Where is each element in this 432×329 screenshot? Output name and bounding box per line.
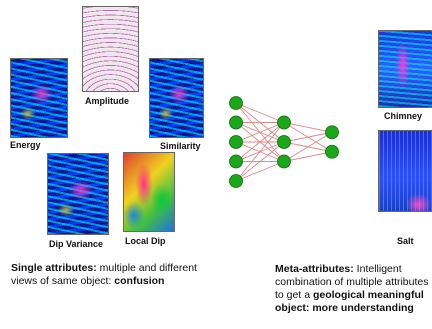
single-attributes-caption: Single attributes: multiple and differen…	[11, 262, 201, 288]
network-node-l0-1	[229, 115, 243, 130]
meta-attributes-lead: Meta-attributes:	[275, 263, 354, 275]
chimney-label: Chimney	[384, 111, 423, 121]
amplitude-label: Amplitude	[85, 96, 129, 106]
network-edge-l0-4-1	[235, 141, 285, 182]
meta-attributes-tail: geological meaningful object: more under…	[275, 289, 424, 314]
network-edge-l0-3-0	[235, 122, 285, 162]
dip-variance-label: Dip Variance	[49, 239, 104, 249]
neural-network-diagram	[229, 96, 339, 188]
network-edges	[235, 102, 333, 182]
network-node-l0-3	[229, 154, 243, 169]
energy-label: Energy	[10, 140, 41, 150]
network-node-l0-4	[229, 174, 243, 188]
salt-label: Salt	[397, 236, 414, 246]
network-edge-l1-2-1	[283, 151, 333, 162]
network-node-l1-0	[277, 115, 291, 130]
similarity-image	[149, 58, 204, 138]
network-edge-l0-4-0	[235, 122, 285, 182]
network-node-l0-2	[229, 135, 243, 149]
similarity-label: Similarity	[160, 141, 201, 151]
single-attributes-lead: Single attributes:	[11, 262, 97, 274]
salt-image	[378, 130, 432, 212]
network-edge-l1-0-0	[283, 122, 333, 133]
single-attributes-text: multiple and different views of same obj…	[11, 262, 197, 287]
network-node-l2-0	[325, 125, 339, 140]
network-edge-l1-1-0	[283, 131, 333, 143]
local-dip-label: Local Dip	[125, 236, 166, 246]
network-edge-l1-2-0	[283, 131, 333, 162]
network-node-l1-1	[277, 135, 291, 149]
chimney-image	[378, 30, 432, 108]
dip-variance-image	[47, 153, 109, 235]
local-dip-image	[123, 152, 175, 232]
network-nodes	[229, 96, 339, 188]
network-node-l2-1	[325, 144, 339, 159]
network-edge-l0-4-2	[235, 161, 285, 182]
network-edge-l0-2-0	[235, 122, 285, 143]
meta-attributes-text: Intelligent combination of multiple attr…	[275, 263, 429, 301]
single-attributes-tail: confusion	[114, 275, 165, 287]
network-node-l0-0	[229, 96, 243, 110]
network-node-l1-2	[277, 154, 291, 169]
network-edge-l0-0-0	[235, 102, 285, 123]
meta-attributes-caption: Meta-attributes: Intelligent combination…	[275, 263, 430, 315]
amplitude-image	[82, 6, 139, 92]
energy-image	[10, 58, 68, 138]
